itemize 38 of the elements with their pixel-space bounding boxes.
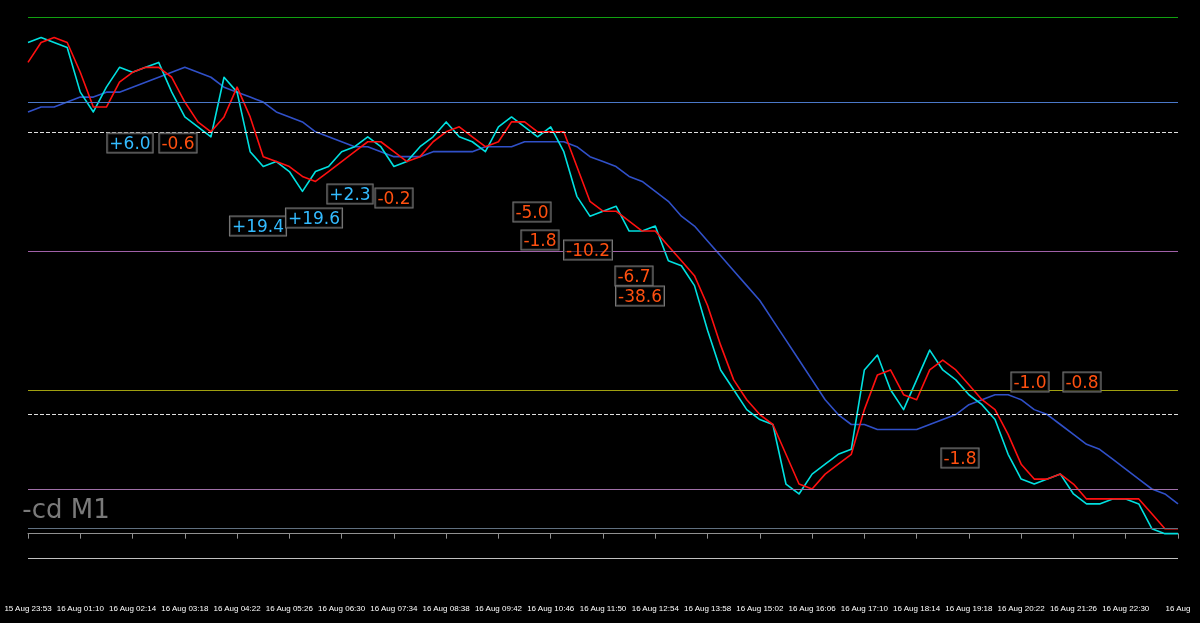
annotation: -cd M1 — [22, 494, 110, 524]
x-tick-label: 16 Aug 09:42 — [474, 603, 523, 613]
annotation: -38.6 — [618, 286, 662, 306]
x-tick-label: 16 Aug 06:30 — [318, 603, 366, 613]
annotation: +6.0 — [109, 133, 151, 153]
x-tick-label: 16 Aug 13:58 — [683, 603, 732, 613]
annotation: -10.2 — [566, 240, 610, 260]
annotation: -6.7 — [617, 266, 651, 286]
x-tick-label: 16 Aug 08:38 — [422, 603, 471, 613]
x-tick-label: 15 Aug 23:53 — [4, 603, 53, 613]
x-tick-label: 16 Aug 17:10 — [840, 603, 889, 613]
annotation: -1.0 — [1013, 372, 1047, 392]
x-tick-label: 16 Aug — [1165, 603, 1191, 613]
x-tick-label: 16 Aug 01:10 — [56, 603, 105, 613]
x-tick-label: 16 Aug 04:22 — [213, 603, 262, 613]
annotation: -1.8 — [943, 448, 977, 468]
x-tick-label: 16 Aug 05:26 — [265, 603, 314, 613]
x-tick-label: 16 Aug 11:50 — [579, 603, 627, 613]
annotation: -0.2 — [377, 188, 411, 208]
x-tick-label: 16 Aug 07:34 — [370, 603, 419, 613]
annotation: +19.4 — [231, 216, 285, 236]
annotation: -0.8 — [1065, 372, 1099, 392]
x-tick-label: 16 Aug 12:54 — [631, 603, 680, 613]
x-tick-label: 16 Aug 20:22 — [997, 603, 1046, 613]
annotation: -1.8 — [523, 230, 557, 250]
x-tick-label: 16 Aug 10:46 — [527, 603, 575, 613]
x-tick-label: 16 Aug 16:06 — [788, 603, 837, 613]
x-tick-label: 16 Aug 15:02 — [736, 603, 784, 613]
annotation: +19.6 — [287, 208, 341, 228]
annotation: +2.3 — [329, 184, 371, 204]
annotation: -0.6 — [161, 133, 195, 153]
x-tick-label: 16 Aug 02:14 — [108, 603, 157, 613]
x-tick-label: 16 Aug 19:18 — [945, 603, 994, 613]
x-tick-label: 16 Aug 03:18 — [161, 603, 209, 613]
x-tick-label: 16 Aug 18:14 — [893, 603, 941, 613]
annotation: -5.0 — [515, 202, 549, 222]
x-tick-label: 16 Aug 21:26 — [1049, 603, 1098, 613]
x-tick-label: 16 Aug 22:30 — [1102, 603, 1150, 613]
